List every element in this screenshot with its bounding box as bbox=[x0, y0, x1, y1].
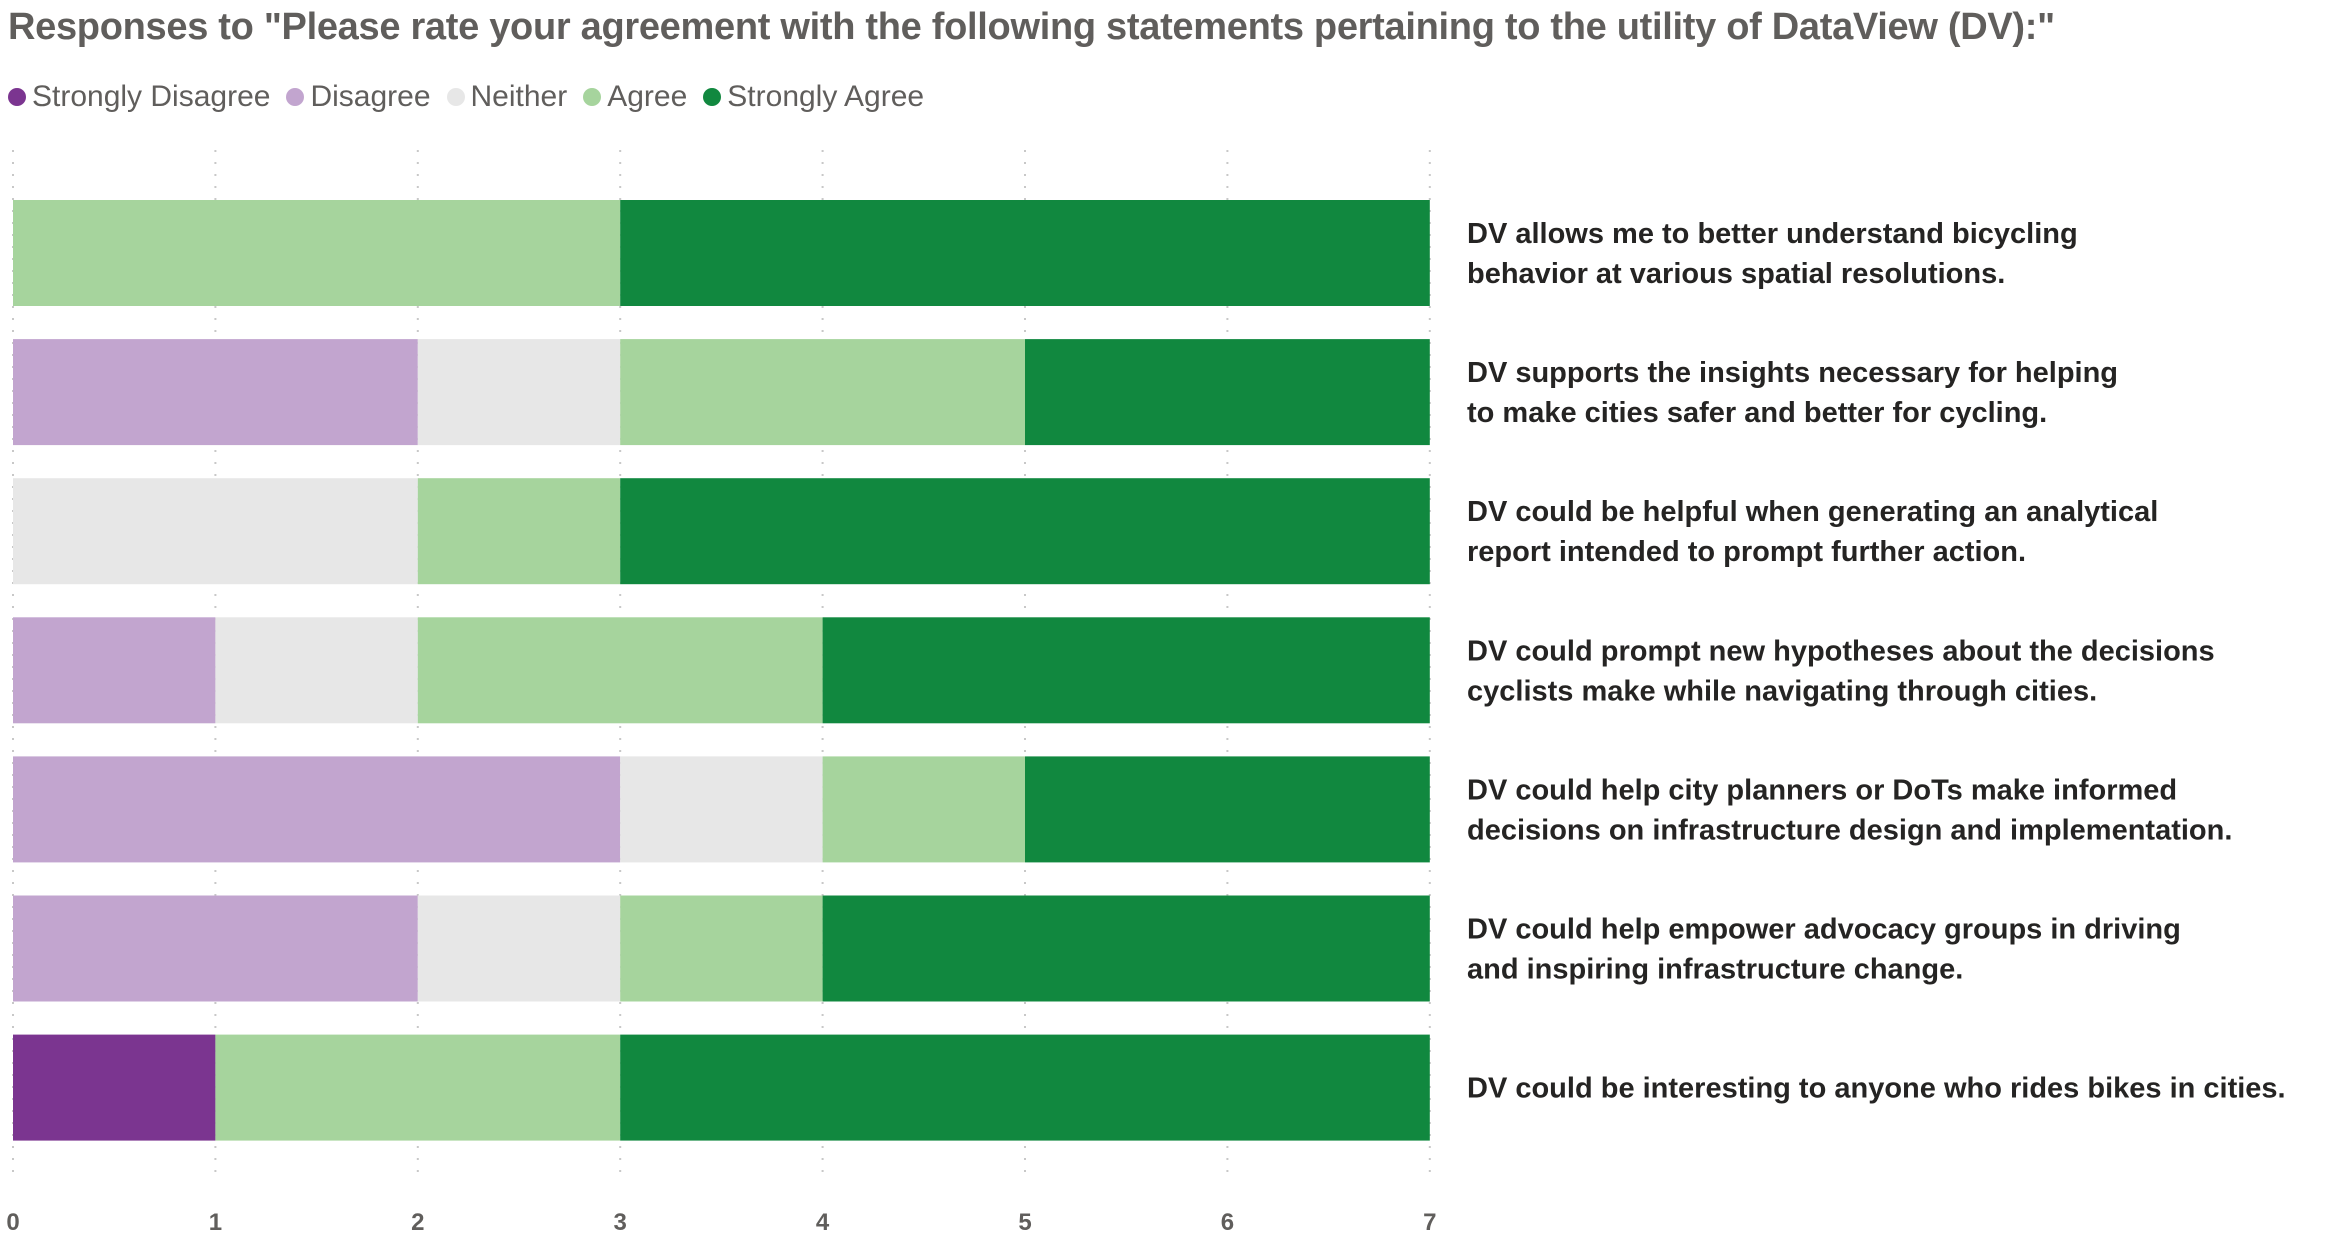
category-label: DV could be helpful when generating an a… bbox=[1467, 496, 2158, 528]
legend-marker bbox=[446, 88, 465, 106]
x-tick-label: 5 bbox=[1018, 1209, 1031, 1236]
chart-title: Responses to "Please rate your agreement… bbox=[8, 6, 2055, 48]
legend-item-neither[interactable]: Neither bbox=[446, 80, 568, 114]
x-tick-label: 0 bbox=[6, 1209, 19, 1236]
bar-segment-neither bbox=[417, 339, 621, 446]
bar-segment-strongly-agree bbox=[822, 617, 1430, 724]
bar-segment-agree bbox=[822, 756, 1025, 863]
bar-segment-strongly-agree bbox=[1025, 756, 1430, 863]
legend-label: Agree bbox=[607, 80, 688, 113]
bar-segment-agree bbox=[620, 339, 1025, 446]
bar-segment-disagree bbox=[13, 895, 418, 1002]
category-label: decisions on infrastructure design and i… bbox=[1467, 814, 2232, 846]
category-label: behavior at various spatial resolutions. bbox=[1467, 258, 2005, 290]
x-tick-label: 7 bbox=[1423, 1209, 1436, 1236]
bar-segment-neither bbox=[13, 478, 418, 585]
x-tick-label: 4 bbox=[816, 1209, 830, 1236]
legend-marker bbox=[583, 88, 602, 106]
bar-segment-strongly-agree bbox=[620, 200, 1430, 306]
legend-label: Strongly Disagree bbox=[32, 80, 271, 113]
category-label: to make cities safer and better for cycl… bbox=[1467, 397, 2047, 429]
bar-segment-disagree bbox=[13, 617, 216, 724]
category-label: DV could help empower advocacy groups in… bbox=[1467, 914, 2181, 946]
x-tick-label: 2 bbox=[411, 1209, 424, 1236]
legend-label: Neither bbox=[470, 80, 568, 113]
bar-segment-disagree bbox=[13, 756, 621, 863]
bar-segment-agree bbox=[13, 200, 621, 306]
x-tick-label: 6 bbox=[1221, 1209, 1234, 1236]
bar-segment-neither bbox=[215, 617, 418, 724]
legend-marker bbox=[286, 88, 305, 106]
bar-segment-agree bbox=[215, 1034, 621, 1141]
x-tick-label: 1 bbox=[209, 1209, 222, 1236]
category-label: and inspiring infrastructure change. bbox=[1467, 954, 1963, 986]
legend-item-strongly-agree[interactable]: Strongly Agree bbox=[703, 80, 924, 114]
bar-segment-agree bbox=[417, 617, 823, 724]
category-label: DV allows me to better understand bicycl… bbox=[1467, 218, 2078, 250]
legend-item-disagree[interactable]: Disagree bbox=[286, 80, 431, 114]
category-label: DV could help city planners or DoTs make… bbox=[1467, 774, 2177, 806]
bar-segment-strongly-disagree bbox=[13, 1034, 216, 1141]
bar-segment-strongly-agree bbox=[620, 478, 1430, 585]
bar-segment-strongly-agree bbox=[620, 1034, 1430, 1141]
bar-segment-disagree bbox=[13, 339, 418, 446]
legend-label: Strongly Agree bbox=[727, 80, 925, 113]
legend-label: Disagree bbox=[310, 80, 431, 113]
legend-item-agree[interactable]: Agree bbox=[583, 80, 687, 114]
bar-segment-strongly-agree bbox=[1025, 339, 1430, 446]
bar-segment-agree bbox=[417, 478, 621, 585]
legend-item-strongly-disagree[interactable]: Strongly Disagree bbox=[8, 80, 270, 114]
legend-marker bbox=[8, 88, 26, 106]
bar-segment-neither bbox=[620, 756, 823, 863]
x-tick-label: 3 bbox=[614, 1209, 627, 1236]
category-label: DV could prompt new hypotheses about the… bbox=[1467, 635, 2215, 667]
category-label: cyclists make while navigating through c… bbox=[1467, 675, 2097, 707]
bar-segment-agree bbox=[620, 895, 823, 1002]
bar-segment-strongly-agree bbox=[822, 895, 1430, 1002]
legend-marker bbox=[703, 88, 722, 106]
category-label: DV supports the insights necessary for h… bbox=[1467, 357, 2118, 389]
category-label: report intended to prompt further action… bbox=[1467, 536, 2026, 568]
category-label: DV could be interesting to anyone who ri… bbox=[1467, 1073, 2286, 1105]
legend: Strongly Disagree Disagree Neither Agree Str… bbox=[8, 80, 924, 114]
bar-segment-neither bbox=[417, 895, 621, 1002]
